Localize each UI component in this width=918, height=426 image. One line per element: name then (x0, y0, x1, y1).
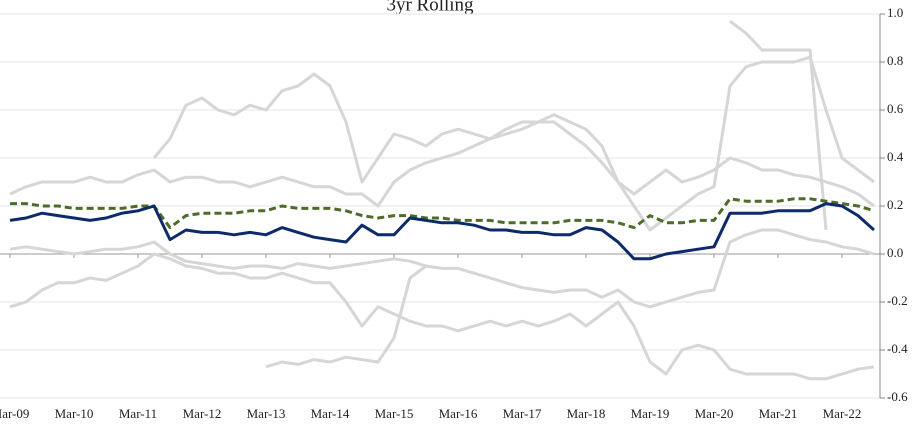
y-tick-label: 1.0 (887, 5, 903, 20)
x-tick-label: Mar-22 (823, 406, 862, 421)
y-tick-label: 0.6 (887, 101, 904, 116)
x-tick-label: Mar-13 (247, 406, 286, 421)
x-tick-label: Mar-18 (567, 406, 606, 421)
x-tick-label: Mar-12 (183, 406, 222, 421)
series-line (9, 228, 875, 309)
y-tick-label: 0.8 (887, 53, 903, 68)
x-tick-label: Mar-10 (55, 406, 94, 421)
y-tick-label: 0.4 (887, 149, 904, 164)
series-line (265, 264, 427, 369)
x-tick-label: Mar-20 (695, 406, 734, 421)
x-tick-label: Mar-15 (375, 406, 414, 421)
y-tick-label: -0.2 (887, 293, 908, 308)
series-line (9, 120, 875, 208)
chart-title: 3yr Rolling (386, 0, 474, 15)
y-tick-label: -0.4 (887, 341, 908, 356)
x-tick-label: Mar-21 (759, 406, 798, 421)
y-tick-label: 0.2 (887, 197, 903, 212)
x-tick-label: Mar-11 (119, 406, 157, 421)
x-tick-label: Mar-19 (631, 406, 670, 421)
y-tick-label: 0.0 (887, 245, 903, 260)
series-line (9, 202, 876, 261)
x-tick-label: Mar-17 (503, 406, 542, 421)
x-tick-label: Mar-16 (439, 406, 478, 421)
series-line (152, 55, 875, 232)
x-tick-label: Mar-09 (0, 406, 29, 421)
series-line (9, 252, 875, 381)
series-line (729, 20, 828, 231)
x-tick-label: Mar-14 (311, 406, 350, 421)
y-tick-label: -0.6 (887, 389, 908, 404)
